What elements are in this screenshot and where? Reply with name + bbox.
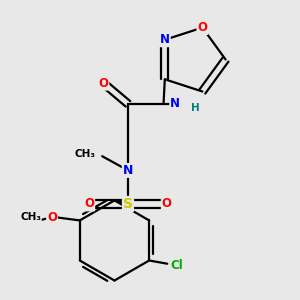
Text: O: O bbox=[162, 197, 172, 211]
Text: N: N bbox=[160, 33, 170, 46]
Text: O: O bbox=[47, 211, 57, 224]
Text: CH₃: CH₃ bbox=[20, 212, 41, 222]
Text: Cl: Cl bbox=[171, 259, 183, 272]
Text: H: H bbox=[191, 103, 200, 113]
Text: CH₃: CH₃ bbox=[75, 148, 96, 159]
Text: S: S bbox=[123, 197, 133, 211]
Text: N: N bbox=[170, 97, 180, 110]
Text: O: O bbox=[84, 197, 94, 211]
Text: N: N bbox=[123, 164, 133, 177]
Text: O: O bbox=[98, 77, 108, 90]
Text: O: O bbox=[197, 21, 207, 34]
